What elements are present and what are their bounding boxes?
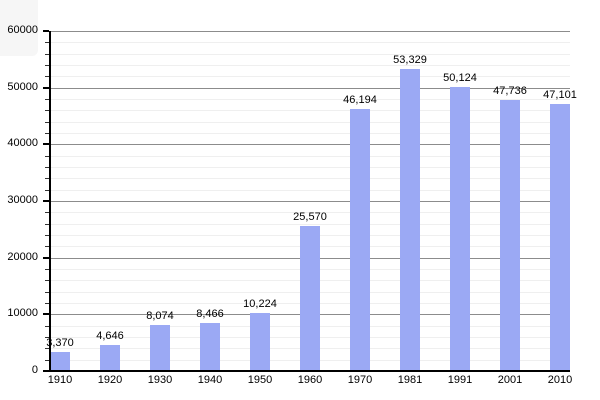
y-tick-label: 50000: [7, 80, 38, 93]
y-axis-minor-tick: [45, 212, 49, 214]
bars-layer: [50, 31, 570, 371]
bar-value-label: 4,646: [96, 330, 124, 342]
x-tick-label: 1910: [47, 374, 73, 386]
gridline-minor: [50, 42, 570, 44]
y-axis-minor-tick: [45, 178, 49, 180]
y-axis-minor-tick: [45, 280, 49, 282]
gridline-minor: [50, 99, 570, 100]
gridline-minor: [50, 189, 570, 191]
chart-bar: [400, 69, 420, 371]
y-tick-label: 20000: [7, 250, 38, 263]
y-axis-minor-tick: [45, 65, 49, 66]
chart-bar: [100, 345, 120, 371]
y-ticks-layer: [43, 30, 570, 372]
x-tick-label: 1981: [397, 374, 423, 386]
chart-bar: [50, 352, 70, 371]
y-tick-label: 40000: [7, 137, 38, 150]
y-axis-minor-tick: [45, 269, 49, 270]
y-axis-minor-tick: [45, 189, 49, 191]
y-axis-minor-tick: [45, 223, 49, 225]
y-tick-label: 0: [31, 364, 38, 376]
bar-value-label: 50,124: [443, 72, 477, 84]
x-tick-label: 2010: [547, 374, 573, 386]
chart-bar: [150, 325, 170, 371]
gridline-minor: [50, 155, 570, 157]
plot-area: 3,370 4,646 8,074 8,466 10,224 25,570 46,194 53…: [43, 30, 577, 372]
y-axis-minor-tick: [45, 291, 49, 293]
y-tick-label: 10000: [7, 307, 38, 320]
gridline-minor: [50, 133, 570, 134]
chart-bar: [250, 313, 270, 371]
y-axis-minor-tick: [45, 246, 49, 248]
y-axis-minor-tick: [45, 53, 49, 55]
bar-value-label: 8,466: [196, 308, 224, 320]
gridline-minor: [50, 121, 570, 123]
bar-value-labels-layer: 3,370 4,646 8,074 8,466 10,224 25,570 46,194 53…: [46, 31, 577, 371]
y-axis-minor-tick: [45, 133, 49, 134]
x-tick-label: 1920: [97, 374, 123, 386]
chart-bar: [200, 323, 220, 371]
y-axis-minor-tick: [45, 303, 49, 304]
y-axis-minor-tick: [45, 76, 49, 78]
corner-artifact: [0, 0, 38, 56]
y-tick-label: 30000: [7, 194, 38, 206]
bar-value-label: 8,074: [146, 310, 174, 322]
bar-value-label: 46,194: [343, 94, 377, 106]
gridline-minor: [50, 212, 570, 214]
y-axis-minor-tick: [45, 110, 49, 112]
gridline-major: [50, 31, 570, 32]
bar-value-label: 25,570: [293, 211, 327, 223]
bar-value-label: 47,736: [493, 85, 527, 97]
x-tick-label: 2001: [497, 374, 523, 386]
chart-bar: [500, 100, 520, 371]
y-axis-minor-tick: [45, 348, 49, 350]
x-tick-label: 1991: [447, 374, 473, 386]
bar-value-label: 47,101: [543, 89, 577, 101]
y-axis-minor-tick: [45, 99, 49, 100]
gridline-minor: [50, 167, 570, 168]
y-axis-minor-tick: [45, 337, 49, 338]
x-tick-label: 1950: [247, 374, 273, 386]
y-axis-major-tick: [43, 256, 49, 259]
y-axis-minor-tick: [45, 235, 49, 236]
chart-bar: [350, 109, 370, 371]
x-tick-label: 1960: [297, 374, 323, 386]
y-axis-minor-tick: [45, 167, 49, 168]
y-axis-minor-tick: [45, 359, 49, 361]
y-axis-major-tick: [43, 313, 49, 316]
gridline-minor: [50, 53, 570, 55]
y-axis-minor-tick: [45, 42, 49, 44]
y-axis-minor-tick: [45, 121, 49, 123]
y-tick-label: 60000: [7, 24, 38, 36]
gridline-minor: [50, 110, 570, 112]
gridline-major: [50, 201, 570, 202]
y-axis-minor-tick: [45, 325, 49, 327]
gridline-major: [50, 87, 570, 89]
gridline-minor: [50, 178, 570, 180]
chart-bar: [550, 104, 570, 371]
gridline-major: [50, 144, 570, 146]
chart-bar: [300, 226, 320, 371]
x-tick-label: 1940: [197, 374, 223, 386]
y-axis-major-tick: [43, 30, 49, 32]
x-tick-label: 1970: [347, 374, 373, 386]
gridline-minor: [50, 65, 570, 66]
x-axis-line: [49, 370, 570, 372]
y-axis-major-tick: [43, 370, 49, 372]
gridline-minor: [50, 223, 570, 225]
x-tick-label: 1930: [147, 374, 173, 386]
bar-value-label: 10,224: [243, 298, 277, 310]
bar-value-label: 3,370: [46, 337, 74, 349]
chart-bar: [450, 87, 470, 371]
y-axis-major-tick: [43, 143, 49, 146]
y-axis-line: [49, 31, 51, 372]
gridline-minor: [50, 76, 570, 78]
y-axis-minor-tick: [45, 155, 49, 157]
y-axis-major-tick: [43, 200, 49, 202]
bar-value-label: 53,329: [393, 54, 427, 66]
y-axis-major-tick: [43, 86, 49, 89]
